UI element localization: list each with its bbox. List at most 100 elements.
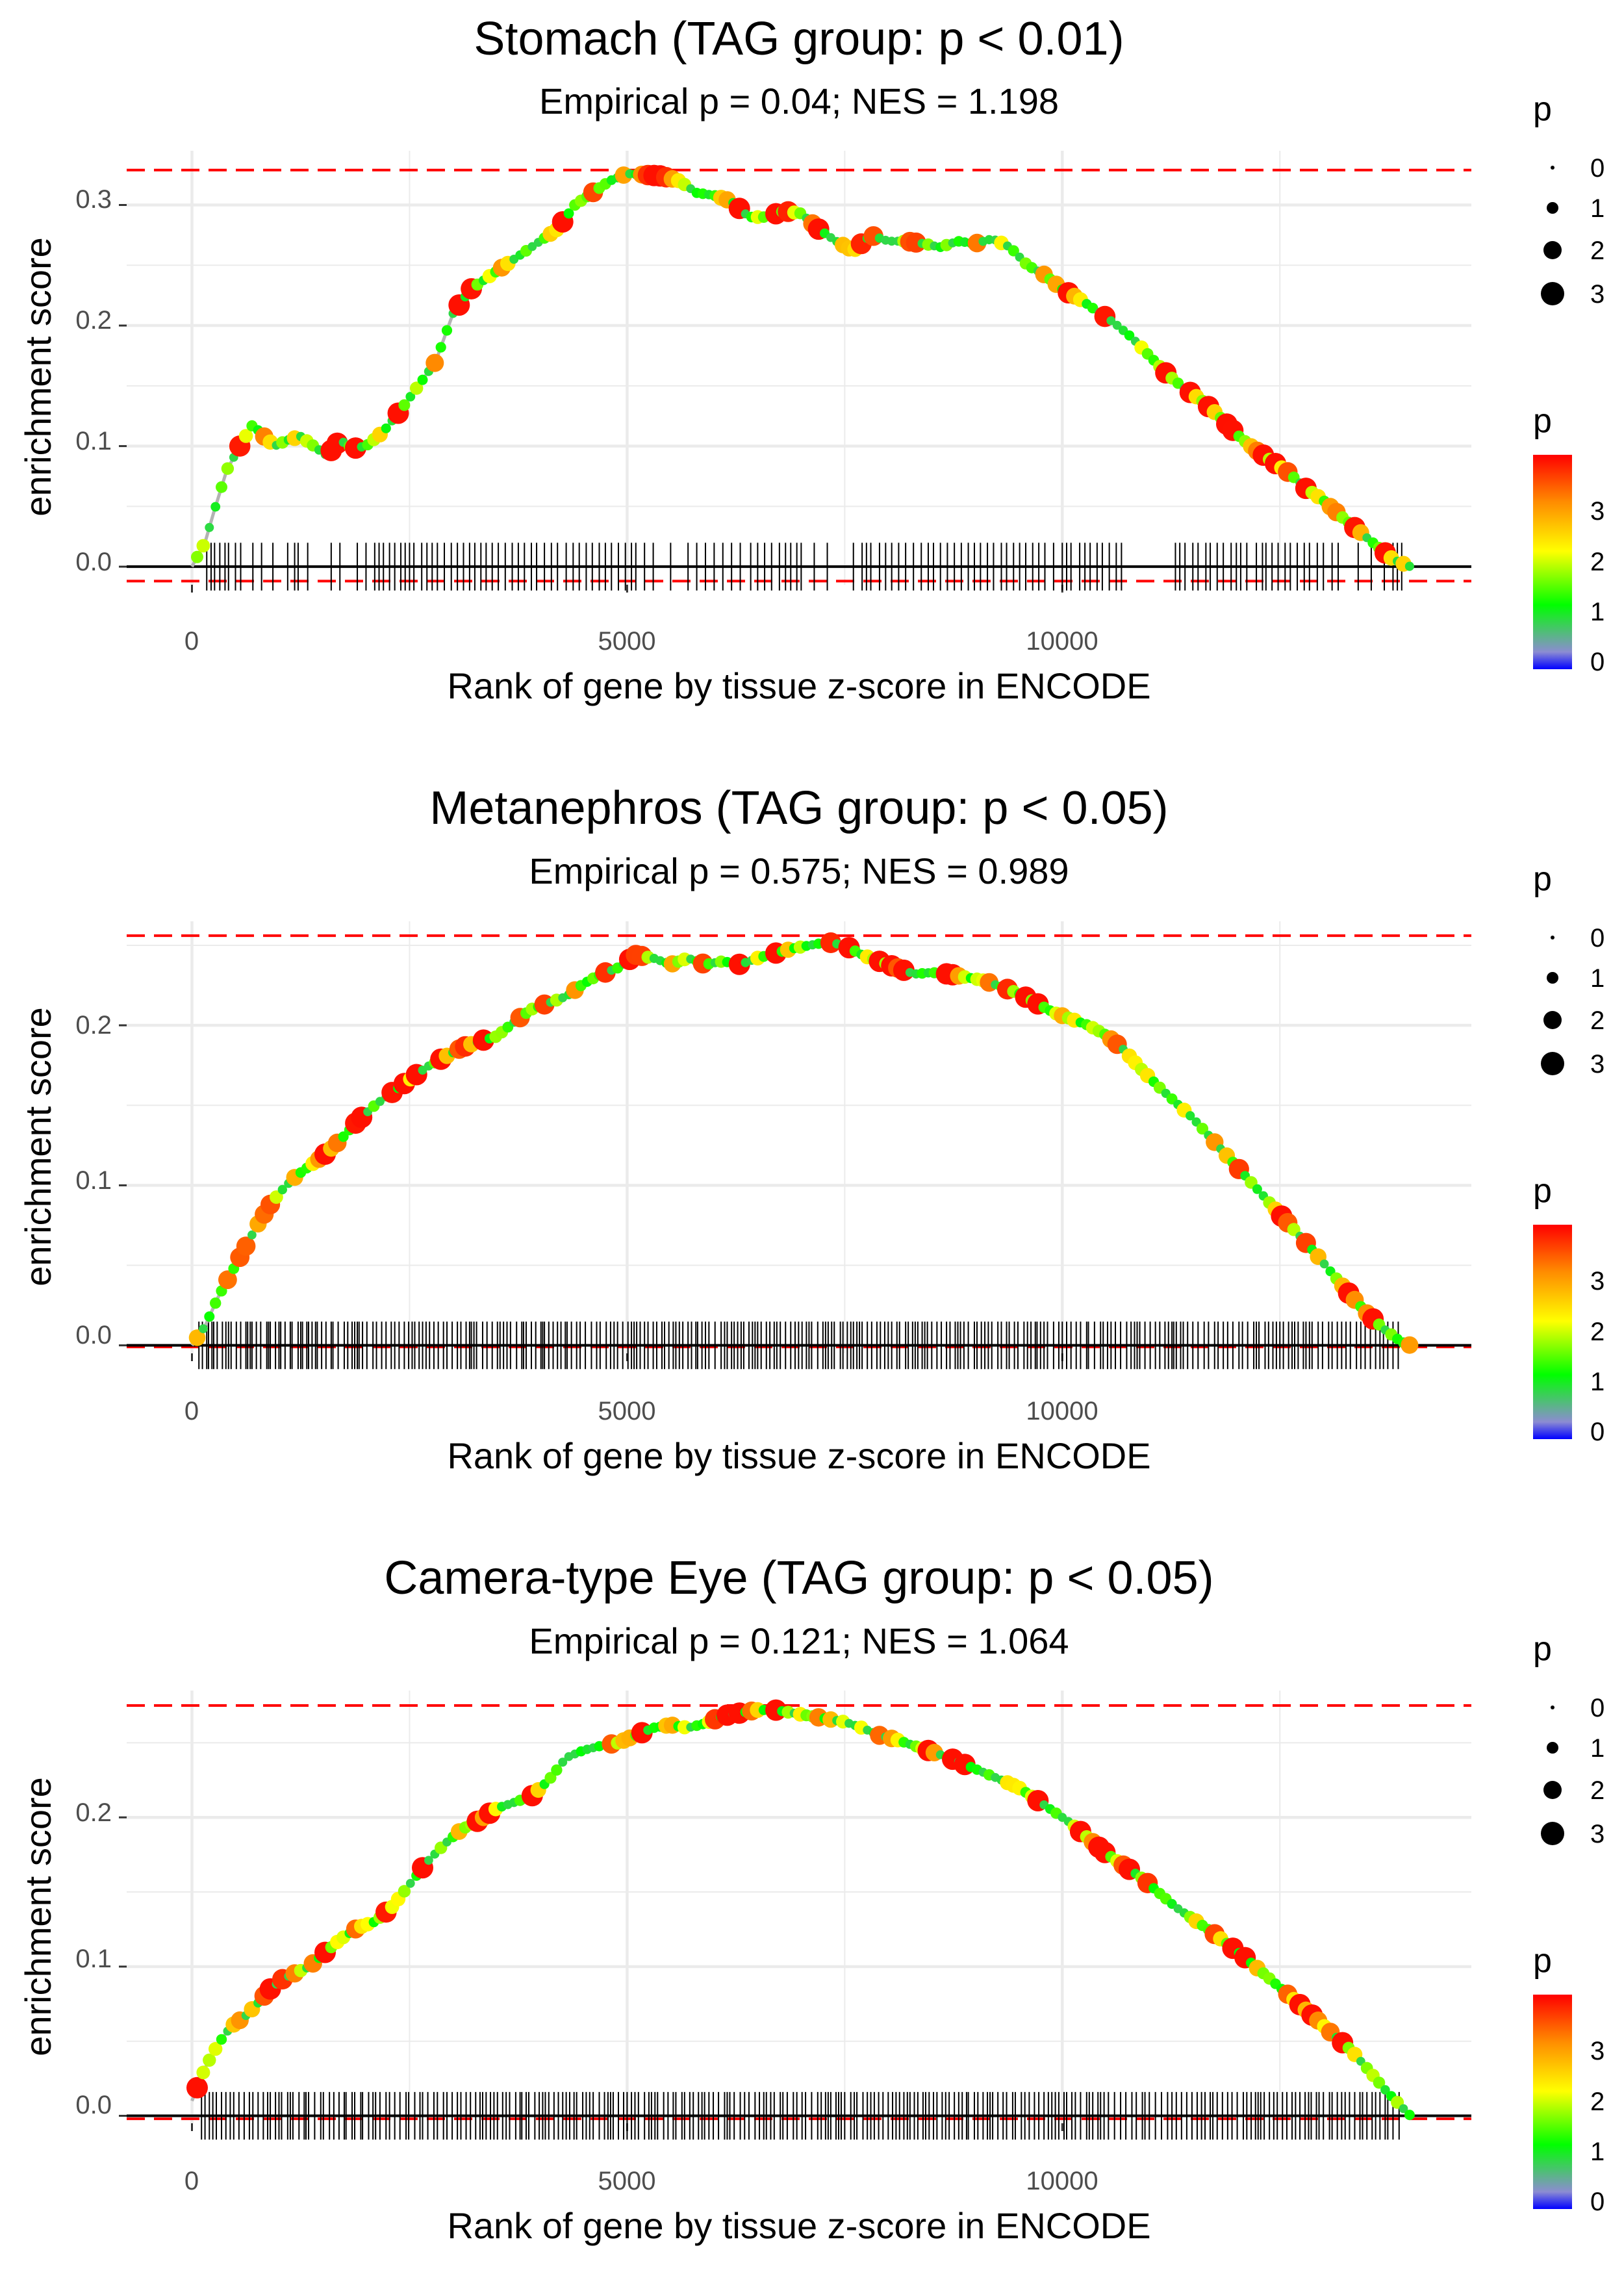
size-legend-title: p bbox=[1533, 1630, 1552, 1668]
es-point bbox=[1008, 245, 1019, 257]
size-legend-dot bbox=[1543, 241, 1562, 259]
y-tick-label: 0.3 bbox=[75, 185, 112, 214]
es-point bbox=[205, 522, 214, 532]
colorbar-label: 2 bbox=[1590, 548, 1605, 576]
chart-title: Metanephros (TAG group: p < 0.05) bbox=[429, 782, 1168, 834]
es-point bbox=[425, 353, 444, 372]
size-legend-title: p bbox=[1533, 90, 1552, 128]
es-point bbox=[405, 392, 416, 402]
panel-metanephros: Metanephros (TAG group: p < 0.05) Empiri… bbox=[18, 782, 1471, 1476]
es-point bbox=[188, 1329, 206, 1346]
chart-title: Stomach (TAG group: p < 0.01) bbox=[474, 13, 1124, 65]
es-point bbox=[196, 539, 210, 553]
panel-stomach: Stomach (TAG group: p < 0.01) Empirical … bbox=[18, 13, 1471, 706]
es-point bbox=[441, 325, 453, 336]
x-tick-label: 5000 bbox=[598, 627, 656, 656]
x-tick-label: 0 bbox=[184, 627, 199, 656]
es-point bbox=[216, 2034, 227, 2045]
size-legend-label: 1 bbox=[1590, 964, 1605, 993]
es-point bbox=[435, 342, 446, 353]
es-point bbox=[204, 1311, 215, 1322]
es-point bbox=[398, 399, 411, 411]
chart-subtitle: Empirical p = 0.121; NES = 1.064 bbox=[529, 1620, 1069, 1661]
y-axis-title: enrichment score bbox=[18, 237, 58, 517]
plot-area bbox=[119, 921, 1471, 1370]
x-tick-label: 10000 bbox=[1026, 2167, 1098, 2195]
es-point bbox=[410, 381, 424, 395]
size-legend-dot bbox=[1543, 1011, 1562, 1029]
es-point bbox=[1404, 2110, 1415, 2121]
y-tick-label: 0.2 bbox=[75, 1011, 112, 1040]
es-point bbox=[558, 1757, 568, 1767]
color-legend-title: p bbox=[1533, 402, 1552, 440]
legend-metanephros: p 0 1 2 3 p 3 2 1 0 bbox=[1533, 860, 1605, 1446]
es-point bbox=[199, 1324, 208, 1333]
es-point bbox=[191, 550, 203, 563]
es-point bbox=[238, 429, 253, 443]
y-tick-label: 0.1 bbox=[75, 1945, 112, 1973]
es-point bbox=[221, 462, 235, 475]
size-legend-label: 0 bbox=[1590, 1694, 1605, 1722]
es-point bbox=[186, 2076, 208, 2099]
size-legend-label: 0 bbox=[1590, 924, 1605, 952]
size-legend-dot bbox=[1551, 1706, 1554, 1709]
size-legend-title: p bbox=[1533, 860, 1552, 898]
es-line bbox=[190, 1708, 1412, 2117]
es-point bbox=[1252, 1184, 1262, 1194]
size-legend-label: 2 bbox=[1590, 236, 1605, 265]
chart-subtitle: Empirical p = 0.04; NES = 1.198 bbox=[539, 81, 1059, 121]
color-legend-title: p bbox=[1533, 1942, 1552, 1980]
colorbar-label: 3 bbox=[1590, 497, 1605, 526]
es-point bbox=[381, 423, 391, 433]
size-legend-label: 0 bbox=[1590, 154, 1605, 183]
es-point bbox=[398, 1885, 411, 1898]
y-tick-label: 0.1 bbox=[75, 1166, 112, 1195]
size-legend-label: 1 bbox=[1590, 1734, 1605, 1763]
es-point bbox=[1124, 330, 1135, 341]
y-tick-label: 0.0 bbox=[75, 1321, 112, 1349]
size-legend-dot bbox=[1551, 936, 1554, 939]
es-point bbox=[338, 1131, 349, 1142]
size-legend-dot bbox=[1547, 1742, 1558, 1754]
es-point bbox=[1380, 2085, 1390, 2095]
size-legend-label: 3 bbox=[1590, 280, 1605, 309]
y-axis-title: enrichment score bbox=[18, 1777, 58, 2056]
colorbar-label: 1 bbox=[1590, 1368, 1605, 1396]
legend-stomach: p 0 1 2 3 p 3 2 1 0 bbox=[1533, 90, 1605, 676]
colorbar-label: 0 bbox=[1590, 2188, 1605, 2216]
panel-camera-type-eye: Camera-type Eye (TAG group: p < 0.05) Em… bbox=[18, 1552, 1471, 2246]
es-point bbox=[218, 1270, 237, 1290]
es-point bbox=[1106, 316, 1116, 326]
es-point bbox=[551, 1764, 563, 1776]
y-tick-label: 0.2 bbox=[75, 306, 112, 335]
es-point bbox=[196, 2065, 210, 2080]
size-legend-label: 1 bbox=[1590, 194, 1605, 223]
x-tick-label: 5000 bbox=[598, 2167, 656, 2195]
size-legend-label: 2 bbox=[1590, 1006, 1605, 1035]
size-legend-dot bbox=[1543, 1781, 1562, 1799]
es-point bbox=[424, 1856, 433, 1865]
es-line bbox=[190, 940, 1412, 1348]
x-axis-title: Rank of gene by tissue z-score in ENCODE bbox=[447, 665, 1150, 706]
colorbar-label: 0 bbox=[1590, 648, 1605, 676]
es-point bbox=[1319, 1259, 1329, 1269]
plot-area bbox=[119, 151, 1471, 593]
colorbar-label: 1 bbox=[1590, 598, 1605, 626]
es-point bbox=[210, 502, 221, 512]
size-legend-dot bbox=[1541, 1822, 1564, 1845]
es-point bbox=[1399, 2104, 1408, 2114]
es-point bbox=[277, 1184, 287, 1195]
colorbar-label: 1 bbox=[1590, 2138, 1605, 2166]
size-legend-dot bbox=[1547, 972, 1558, 984]
x-axis-title: Rank of gene by tissue z-score in ENCODE bbox=[447, 2205, 1150, 2246]
size-legend-dot bbox=[1541, 1052, 1564, 1075]
es-point bbox=[563, 208, 574, 219]
x-tick-label: 10000 bbox=[1026, 1397, 1098, 1425]
y-axis-title: enrichment score bbox=[18, 1007, 58, 1286]
colorbar-label: 2 bbox=[1590, 2088, 1605, 2116]
size-legend-dot bbox=[1547, 202, 1558, 214]
es-point bbox=[1404, 561, 1414, 571]
plot-area bbox=[119, 1691, 1471, 2140]
es-point bbox=[1373, 2076, 1386, 2089]
